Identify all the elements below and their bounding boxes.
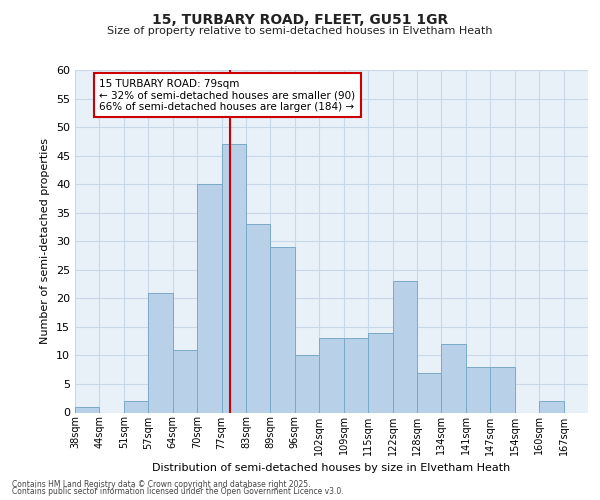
Bar [75,407,100,412]
X-axis label: Distribution of semi-detached houses by size in Elvetham Heath: Distribution of semi-detached houses by … [152,463,511,473]
Text: Size of property relative to semi-detached houses in Elvetham Heath: Size of property relative to semi-detach… [107,26,493,36]
Bar [295,356,319,412]
Bar [417,372,442,412]
Text: Contains HM Land Registry data © Crown copyright and database right 2025.: Contains HM Land Registry data © Crown c… [12,480,311,489]
Bar [466,367,490,412]
Bar [442,344,466,412]
Bar [124,401,148,412]
Bar [344,338,368,412]
Bar [392,281,417,412]
Bar [539,401,563,412]
Bar [319,338,344,412]
Bar [148,292,173,412]
Bar [221,144,246,412]
Bar [271,247,295,412]
Bar [173,350,197,412]
Text: 15, TURBARY ROAD, FLEET, GU51 1GR: 15, TURBARY ROAD, FLEET, GU51 1GR [152,12,448,26]
Text: Contains public sector information licensed under the Open Government Licence v3: Contains public sector information licen… [12,487,344,496]
Text: 15 TURBARY ROAD: 79sqm
← 32% of semi-detached houses are smaller (90)
66% of sem: 15 TURBARY ROAD: 79sqm ← 32% of semi-det… [100,78,356,112]
Bar [490,367,515,412]
Bar [197,184,221,412]
Y-axis label: Number of semi-detached properties: Number of semi-detached properties [40,138,50,344]
Bar [246,224,271,412]
Bar [368,332,392,412]
